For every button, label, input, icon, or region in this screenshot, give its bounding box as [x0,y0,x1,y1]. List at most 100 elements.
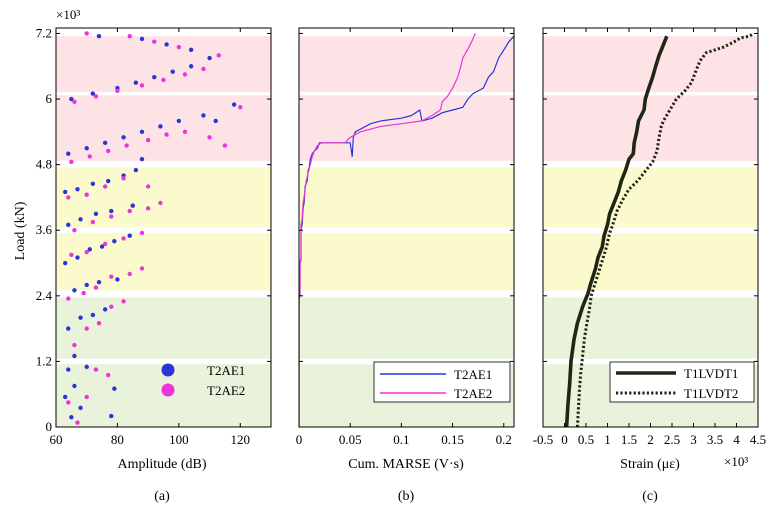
point-t2ae2-46 [161,77,166,83]
legend-label-c-t1lvdt2: T1LVDT2 [684,386,738,401]
xtick-label-b-4: 0.2 [496,432,512,447]
point-t2ae1-7 [72,353,77,359]
ytick-label-1: 1.2 [36,353,52,368]
point-t2ae1-22 [127,233,132,238]
line-t1lvdt1 [564,35,669,427]
point-t2ae1-43 [213,118,218,124]
ytick-label-0: 0 [46,419,53,434]
point-t2ae1-8 [112,386,117,391]
panel-label-b: (b) [398,489,415,504]
band-b-1 [299,297,514,359]
ytick-label-4: 4.8 [36,157,52,172]
x-axis-label-strain: Strain (με) [620,457,680,472]
point-t2ae1-30 [90,181,96,186]
ytick-label-3: 3.6 [36,222,53,237]
point-t2ae2-30 [145,184,151,189]
point-t2ae2-42 [72,99,77,104]
point-t2ae1-50 [170,69,175,74]
xtick-label-c-6: 2.5 [664,432,680,447]
point-t2ae2-29 [121,176,126,181]
point-t2ae1-15 [96,279,102,285]
xtick-label-a-3: 120 [231,432,251,447]
ytick-label-5: 6 [46,91,53,106]
point-t2ae1-21 [112,238,117,244]
point-t2ae2-4 [106,372,111,378]
xtick-label-a-2: 100 [169,432,189,447]
point-t2ae1-41 [176,118,182,124]
point-t2ae2-43 [93,94,99,99]
series-group-a [63,31,243,425]
point-t2ae1-5 [66,367,71,372]
point-t2ae2-14 [127,271,132,277]
point-t2ae1-4 [109,413,114,419]
point-t2ae2-16 [69,252,74,258]
point-t2ae1-51 [188,64,194,69]
plot-data [63,31,755,427]
point-t2ae1-24 [78,217,83,222]
point-t2ae2-50 [176,44,182,50]
y-axis-multiplier: ×10³ [56,7,80,22]
point-t2ae1-0 [69,414,74,420]
point-t2ae2-1 [84,394,89,400]
xtick-label-b-1: 0.05 [339,432,362,447]
legend-label-c-t1lvdt1: T1LVDT1 [684,366,738,381]
legend-label-t2ae2: T2AE2 [207,383,245,398]
band-a-4 [56,95,271,161]
point-t2ae2-21 [72,228,77,233]
point-t2ae2-11 [81,290,86,296]
point-t2ae2-10 [66,296,71,301]
xtick-label-c-0: -0.5 [533,432,554,447]
point-t2ae2-19 [121,236,126,241]
point-t2ae1-26 [109,208,114,214]
point-t2ae2-25 [145,206,151,211]
point-t2ae2-20 [139,230,145,236]
ytick-label-2: 2.4 [36,288,53,303]
point-t2ae1-56 [96,33,102,39]
band-b-3 [299,167,514,228]
point-t2ae1-17 [63,260,68,266]
point-t2ae2-52 [127,33,132,39]
point-t2ae1-23 [66,222,71,227]
point-t2ae1-29 [75,187,80,192]
point-t2ae2-18 [102,241,108,247]
x-axis-label-amplitude: Amplitude (dB) [117,457,206,472]
point-t2ae2-48 [201,66,206,72]
point-t2ae1-3 [72,383,77,389]
point-t2ae2-41 [238,105,243,110]
point-t2ae2-5 [72,342,77,348]
point-t2ae1-20 [99,244,105,249]
point-t2ae1-12 [102,307,108,312]
point-t2ae2-17 [84,249,89,255]
point-t2ae2-35 [124,143,129,148]
point-t2ae2-40 [222,143,228,148]
point-t2ae2-26 [66,195,71,200]
xtick-label-c-5: 2 [647,432,654,447]
x-axis-multiplier-strain: ×10³ [724,454,748,469]
point-t2ae2-37 [164,132,169,137]
point-t2ae2-38 [182,129,188,135]
point-t2ae1-40 [158,124,163,129]
ytick-label-6: 7.2 [36,25,52,40]
band-a-3 [56,167,271,228]
xtick-label-c-7: 3 [690,432,697,447]
axes-frame-a [55,27,272,428]
panel-label-c: (c) [642,489,658,504]
legend-marker-t2ae1 [161,363,175,377]
point-t2ae2-23 [109,214,114,219]
line-t2ae2 [299,33,476,427]
legend-marker-t2ae2 [161,383,175,397]
point-t2ae1-35 [66,151,71,156]
point-t2ae1-37 [102,140,108,145]
point-t2ae1-52 [207,55,212,61]
point-t2ae1-34 [139,156,145,162]
point-t2ae1-36 [84,146,89,151]
band-b-5 [299,36,514,92]
point-t2ae2-0 [75,420,80,425]
point-t2ae1-44 [231,102,237,107]
point-t2ae2-24 [127,208,132,214]
y-axis-label: Load (kN) [13,201,28,260]
band-a-5 [56,36,271,92]
series-group-c [564,32,755,427]
point-t2ae1-54 [164,42,169,47]
